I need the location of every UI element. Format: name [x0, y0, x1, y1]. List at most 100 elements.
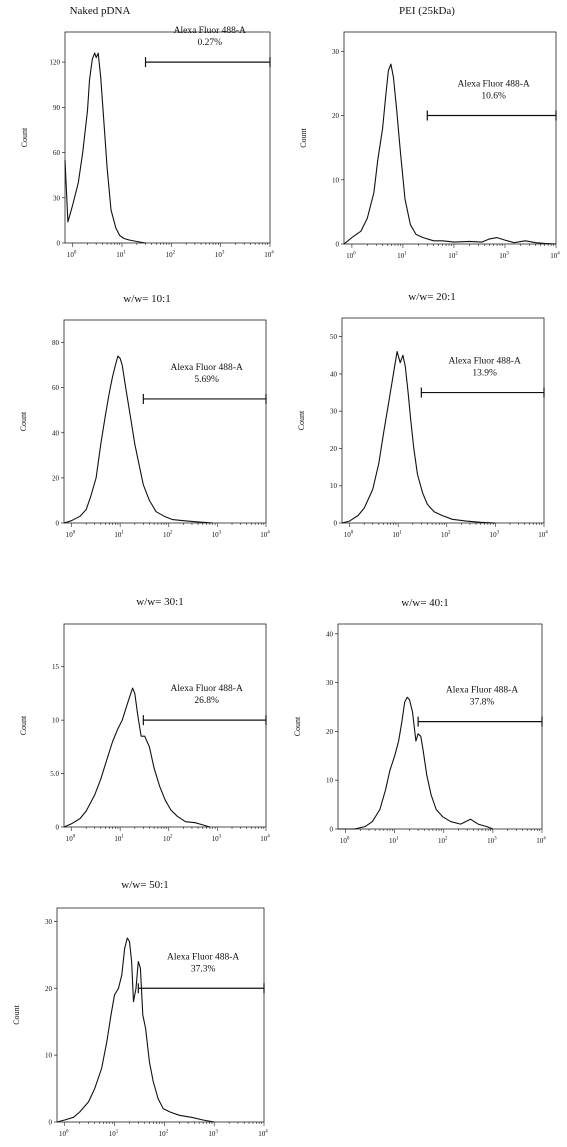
x-tick-label: 103: [499, 252, 509, 261]
gate-percent: 0.27%: [197, 38, 222, 48]
x-tick-label: 100: [340, 837, 350, 846]
panel-title: w/w= 50:1: [121, 879, 168, 891]
y-tick-label: 10: [332, 176, 340, 184]
histogram-panel: w/w= 50:1 0 10 20 30 Count 100 101 102 103 104 Alex…: [12, 879, 268, 1138]
y-tick-label: 120: [50, 59, 61, 67]
x-tick-label: 102: [438, 837, 448, 846]
histogram-panel: w/w= 20:1 0 10 20 30 40 50 Count 100 101 102 103 104…: [297, 291, 548, 539]
y-axis-label: Count: [19, 411, 28, 431]
x-tick-label: 104: [536, 837, 546, 846]
gate-percent: 10.6%: [481, 92, 506, 102]
x-tick-label: 102: [159, 1130, 169, 1139]
x-tick-label: 103: [208, 1130, 218, 1139]
x-tick-label: 102: [448, 252, 458, 261]
histogram-line: [63, 355, 213, 524]
y-tick-label: 20: [330, 445, 338, 453]
x-tick-label: 100: [346, 252, 356, 261]
x-tick-label: 104: [538, 531, 548, 540]
y-axis-label: Count: [12, 1004, 21, 1024]
y-tick-label: 0: [330, 826, 334, 834]
x-tick-label: 100: [66, 835, 76, 844]
y-tick-label: 20: [52, 474, 60, 482]
panel-title: Naked pDNA: [70, 5, 131, 17]
y-tick-label: 10: [52, 717, 60, 725]
y-tick-label: 20: [45, 985, 53, 993]
y-tick-label: 30: [53, 194, 61, 202]
y-tick-label: 20: [332, 112, 340, 120]
y-tick-label: 60: [52, 384, 60, 392]
histogram-line: [338, 696, 494, 830]
x-tick-label: 103: [215, 251, 225, 260]
histogram-panel: w/w= 30:1 0 5.0 10 15 Count 100 101 102 103 104 Ale…: [19, 596, 270, 843]
histogram-panel: PEI (25kDa) 0 10 20 30 Count 100 101 102 103 104 Al…: [299, 5, 560, 260]
gate-label: Alexa Fluor 488-A: [449, 357, 521, 367]
y-axis-label: Count: [20, 127, 29, 147]
x-tick-label: 101: [397, 252, 407, 261]
x-tick-label: 104: [550, 252, 560, 261]
y-tick-label: 0: [49, 1119, 53, 1127]
gate-percent: 37.8%: [470, 698, 495, 708]
y-axis-label: Count: [293, 716, 302, 736]
x-tick-label: 101: [114, 531, 124, 540]
panel-title: w/w= 30:1: [136, 596, 183, 608]
gate-percent: 26.8%: [194, 696, 219, 706]
plot-frame: [343, 31, 557, 245]
y-tick-label: 30: [45, 918, 53, 926]
y-tick-label: 40: [52, 429, 60, 437]
x-tick-label: 103: [212, 531, 222, 540]
x-tick-label: 101: [389, 837, 399, 846]
gate-percent: 37.3%: [191, 964, 216, 974]
plot-frame: [63, 319, 267, 524]
plot-frame: [341, 317, 545, 524]
histogram-line: [56, 937, 215, 1123]
y-axis-label: Count: [297, 410, 306, 430]
y-tick-label: 30: [330, 408, 338, 416]
y-tick-label: 0: [336, 241, 340, 249]
gate-label: Alexa Fluor 488-A: [446, 686, 518, 696]
panel-title: PEI (25kDa): [399, 5, 455, 17]
y-tick-label: 0: [56, 520, 60, 528]
histogram-panel: w/w= 10:1 0 20 40 60 80 Count 100 101 102 103 104 Al…: [19, 293, 270, 539]
gate-label: Alexa Fluor 488-A: [167, 952, 239, 962]
x-tick-label: 100: [344, 531, 354, 540]
x-tick-label: 102: [163, 531, 173, 540]
y-axis-label: Count: [19, 715, 28, 735]
x-tick-label: 100: [66, 531, 76, 540]
panel-title: w/w= 20:1: [408, 291, 455, 303]
x-tick-label: 104: [264, 251, 274, 260]
x-tick-label: 103: [212, 835, 222, 844]
y-tick-label: 40: [326, 630, 334, 638]
y-tick-label: 60: [53, 149, 61, 157]
y-tick-label: 10: [330, 482, 338, 490]
x-tick-label: 100: [59, 1130, 69, 1139]
gate-label: Alexa Fluor 488-A: [171, 363, 243, 373]
x-tick-label: 101: [114, 835, 124, 844]
plot-frame: [63, 623, 267, 828]
y-axis-label: Count: [299, 127, 308, 147]
y-tick-label: 5.0: [50, 770, 59, 778]
y-tick-label: 40: [330, 370, 338, 378]
x-tick-label: 103: [487, 837, 497, 846]
y-tick-label: 30: [332, 48, 340, 56]
x-tick-label: 104: [258, 1130, 268, 1139]
histogram-line: [343, 63, 557, 245]
y-tick-label: 0: [56, 824, 60, 832]
x-tick-label: 102: [166, 251, 176, 260]
x-tick-label: 104: [260, 835, 270, 844]
plot-frame: [64, 31, 271, 244]
x-tick-label: 103: [490, 531, 500, 540]
y-tick-label: 0: [334, 520, 338, 528]
x-tick-label: 102: [163, 835, 173, 844]
gate-label: Alexa Fluor 488-A: [457, 80, 529, 90]
gate-percent: 5.69%: [194, 375, 219, 385]
y-tick-label: 10: [326, 777, 334, 785]
y-tick-label: 80: [52, 339, 60, 347]
x-tick-label: 104: [260, 531, 270, 540]
y-tick-label: 90: [53, 104, 61, 112]
y-tick-label: 20: [326, 728, 334, 736]
x-tick-label: 100: [67, 251, 77, 260]
histogram-line: [341, 350, 496, 524]
y-tick-label: 50: [330, 333, 338, 341]
plot-frame: [337, 623, 543, 830]
x-tick-label: 101: [109, 1130, 119, 1139]
